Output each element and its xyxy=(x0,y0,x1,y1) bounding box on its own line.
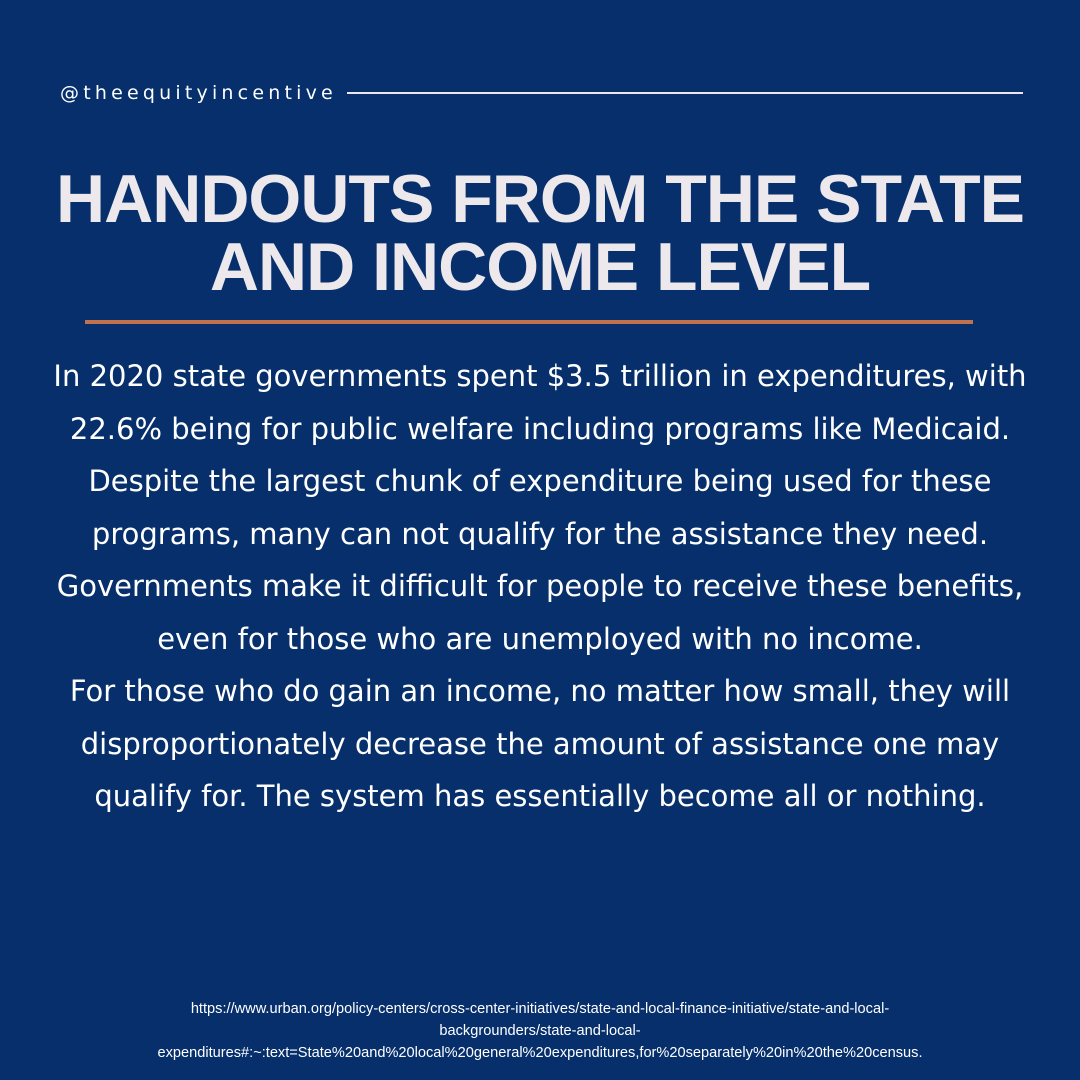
paragraph-spending: In 2020 state governments spent $3.5 tri… xyxy=(53,359,1027,446)
source-citation: https://www.urban.org/policy-centers/cro… xyxy=(20,998,1060,1064)
page-title: HANDOUTS FROM THE STATE AND INCOME LEVEL xyxy=(40,165,1040,301)
handle-row: @theequityincentive xyxy=(60,80,1023,106)
source-url-line-1: https://www.urban.org/policy-centers/cro… xyxy=(190,1001,890,1017)
paragraph-income-effect: For those who do gain an income, no matt… xyxy=(69,674,1011,813)
account-handle: @theequityincentive xyxy=(60,82,337,104)
body-text: In 2020 state governments spent $3.5 tri… xyxy=(50,350,1030,823)
title-underline xyxy=(85,320,973,324)
handle-divider xyxy=(346,92,1023,94)
source-url-line-3: expenditures#:~:text=State%20and%20local… xyxy=(157,1045,923,1061)
paragraph-qualification: Despite the largest chunk of expenditure… xyxy=(56,464,1024,656)
title-line-1: HANDOUTS FROM THE STATE xyxy=(56,161,1025,237)
title-line-2: AND INCOME LEVEL xyxy=(209,229,871,305)
source-url-line-2: backgrounders/state-and-local- xyxy=(439,1023,641,1039)
